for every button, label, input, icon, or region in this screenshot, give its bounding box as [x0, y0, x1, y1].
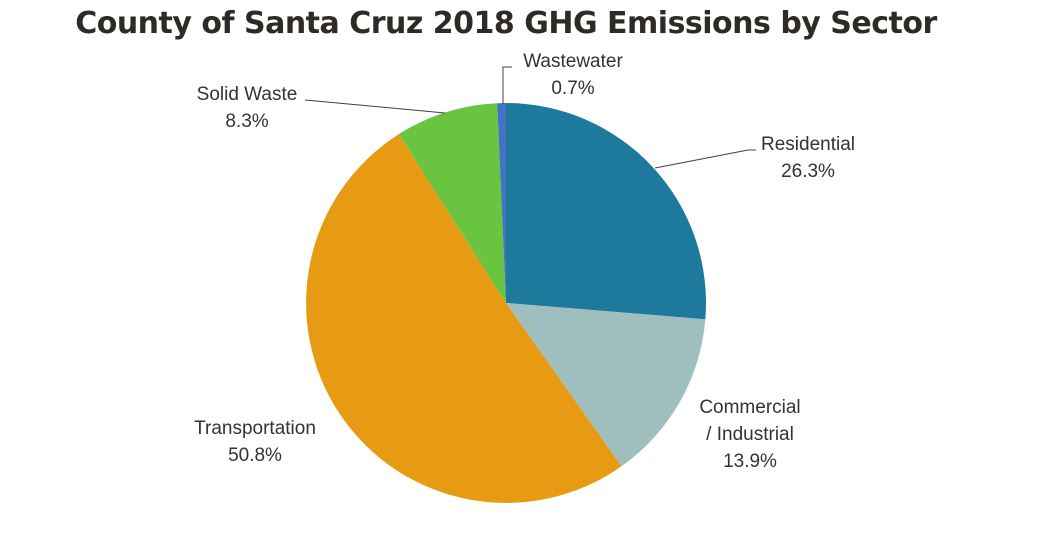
data-label-value-transportation: 50.8%	[228, 445, 282, 466]
pie-slice-transportation	[306, 134, 622, 503]
pie-slice-residential	[506, 103, 706, 320]
pie-slice-wastewater	[497, 102, 506, 303]
pie-slice-solid-waste	[398, 103, 506, 303]
data-label-name-wastewater: Wastewater	[523, 51, 623, 72]
chart-title: County of Santa Cruz 2018 GHG Emissions …	[75, 6, 937, 41]
leader-line-solid-waste	[304, 99, 446, 114]
data-label-value-residential: 26.3%	[781, 161, 835, 182]
data-label-name-residential: Residential	[761, 134, 855, 155]
leader-line-wastewater	[502, 66, 512, 104]
leader-line-residential	[654, 149, 756, 169]
data-label-name-transportation: Transportation	[194, 418, 316, 439]
data-label-value-wastewater: 0.7%	[551, 78, 594, 99]
data-label-name-commercial-industrial: Commercial	[699, 397, 800, 418]
pie-slice-commercial-industrial	[506, 303, 706, 467]
data-label-name-solid-waste: Solid Waste	[197, 84, 298, 105]
data-label-value-commercial-industrial: 13.9%	[723, 451, 777, 472]
data-label-name-commercial-industrial: / Industrial	[706, 424, 794, 445]
data-label-value-solid-waste: 8.3%	[225, 111, 268, 132]
